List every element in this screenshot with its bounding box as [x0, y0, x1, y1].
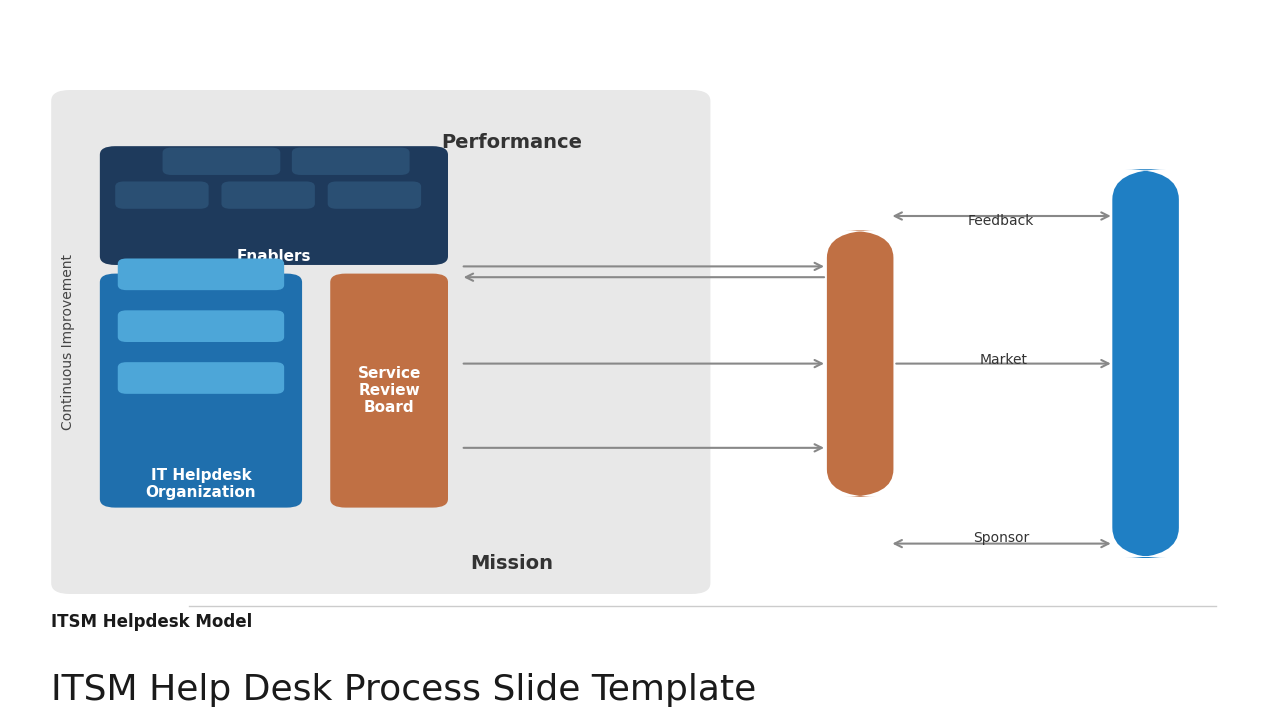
Text: Capabilities: Capabilities	[319, 156, 383, 166]
Text: Level 02: Level 02	[177, 320, 225, 333]
Text: Business / Customers: Business / Customers	[1139, 280, 1152, 447]
Text: Sponsor: Sponsor	[973, 531, 1029, 545]
FancyBboxPatch shape	[118, 310, 284, 342]
Text: Channels: Channels	[242, 190, 294, 200]
FancyBboxPatch shape	[100, 274, 302, 508]
FancyBboxPatch shape	[118, 258, 284, 290]
Text: Analytics: Analytics	[349, 190, 399, 200]
Text: ITSM Help Desk Process Slide Template: ITSM Help Desk Process Slide Template	[51, 673, 756, 707]
Text: Service Offer: Service Offer	[854, 312, 867, 415]
Text: Performance: Performance	[442, 133, 582, 152]
Text: Enablers: Enablers	[237, 249, 311, 264]
Text: Service
Review
Board: Service Review Board	[357, 366, 421, 415]
Text: Level 01: Level 01	[177, 372, 225, 384]
FancyBboxPatch shape	[51, 90, 710, 594]
FancyBboxPatch shape	[163, 148, 280, 175]
FancyBboxPatch shape	[330, 274, 448, 508]
FancyBboxPatch shape	[221, 181, 315, 209]
FancyBboxPatch shape	[118, 362, 284, 394]
Text: Level 03: Level 03	[177, 268, 225, 281]
FancyBboxPatch shape	[292, 148, 410, 175]
Text: Market: Market	[979, 353, 1028, 366]
Text: Mission: Mission	[471, 554, 553, 573]
FancyBboxPatch shape	[328, 181, 421, 209]
Text: IT Helpdesk
Organization: IT Helpdesk Organization	[146, 468, 256, 500]
FancyBboxPatch shape	[827, 230, 893, 497]
Text: ITSM Helpdesk Model: ITSM Helpdesk Model	[51, 613, 252, 631]
Text: Feedback: Feedback	[968, 215, 1034, 228]
FancyBboxPatch shape	[115, 181, 209, 209]
Text: Technology: Technology	[131, 190, 193, 200]
Text: Competencies: Competencies	[182, 156, 261, 166]
FancyBboxPatch shape	[100, 146, 448, 265]
FancyBboxPatch shape	[1112, 169, 1179, 558]
Text: Continuous Improvement: Continuous Improvement	[61, 254, 74, 430]
